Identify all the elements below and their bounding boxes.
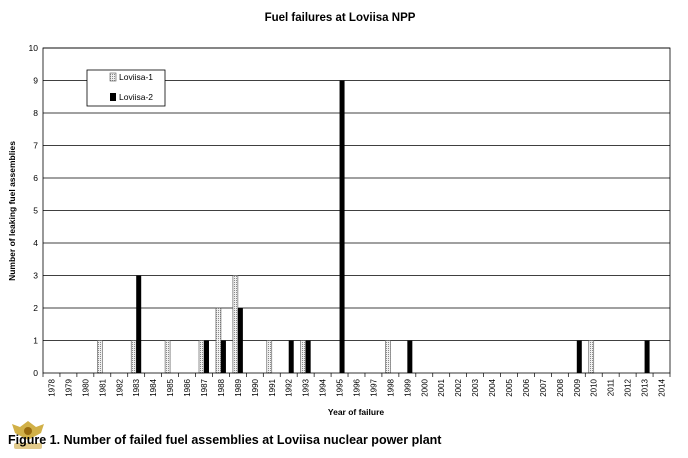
bar-loviisa-2-1987: [203, 340, 209, 373]
bar-loviisa-2-1999: [407, 340, 413, 373]
chart: Fuel failures at Loviisa NPP 0 1 2 3 4 5 6 7 8 9 1…: [7, 12, 671, 417]
x-tick-label: 1994: [319, 378, 328, 396]
x-tick-label: 2000: [420, 378, 429, 396]
legend-swatch-loviisa-1: [109, 72, 117, 82]
x-tick-label: 1986: [183, 378, 192, 396]
y-tick-labels: 0 1 2 3 4 5 6 7 8 9 10: [29, 43, 39, 378]
x-tick-label: 2007: [539, 378, 548, 396]
legend-label-loviisa-2: Loviisa-2: [119, 92, 153, 102]
x-tick-label: 2005: [505, 378, 514, 396]
legend-swatch-loviisa-2: [110, 93, 116, 101]
x-tick-label: 1988: [217, 378, 226, 396]
bar-loviisa-1-1989: [232, 275, 239, 374]
bar-loviisa-2-1988: [220, 340, 226, 373]
x-axis-label: Year of failure: [328, 407, 384, 417]
x-tick-label: 2013: [641, 378, 650, 396]
bar-loviisa-1-1993: [300, 340, 306, 374]
x-tick-label: 1982: [115, 378, 124, 396]
bar-loviisa-1-2010: [588, 340, 595, 374]
y-axis-label: Number of leaking fuel assemblies: [7, 141, 17, 281]
bar-loviisa-1-1981: [97, 340, 103, 374]
x-tick-label: 1996: [353, 378, 362, 396]
bar-loviisa-1-1991: [266, 340, 273, 374]
y-tick-label: 8: [33, 108, 38, 118]
x-tick-label: 2006: [522, 378, 531, 396]
x-tick-label: 2010: [590, 378, 599, 396]
y-tick-label: 1: [33, 336, 38, 346]
x-tick-label: 2003: [471, 378, 480, 396]
bar-loviisa-2-1995: [339, 80, 345, 373]
seal-logo-icon: [12, 421, 44, 449]
x-tick-label: 1990: [251, 378, 260, 396]
y-tick-label: 6: [33, 173, 38, 183]
x-tick-label: 1992: [285, 378, 294, 396]
bar-loviisa-2-1993: [305, 340, 311, 373]
x-tick-label: 1993: [302, 378, 311, 396]
x-tick-label: 1980: [81, 378, 90, 396]
x-tick-label: 2004: [488, 378, 497, 396]
bar-loviisa-1-1987: [198, 340, 205, 374]
x-tick-label: 2011: [607, 378, 616, 396]
x-tick-label: 2001: [437, 378, 446, 396]
x-tick-label: 1983: [132, 378, 141, 396]
x-tick-label: 1981: [98, 378, 107, 396]
x-tick-label: 2012: [624, 378, 633, 396]
legend-label-loviisa-1: Loviisa-1: [119, 72, 153, 82]
x-tick-label: 2009: [573, 378, 582, 396]
x-tick-label: 1989: [234, 378, 243, 396]
bar-loviisa-2-1992: [288, 340, 294, 373]
bar-loviisa-1-1988: [215, 307, 222, 374]
y-tick-label: 7: [33, 141, 38, 151]
y-tick-label: 9: [33, 76, 38, 86]
x-tick-label: 2008: [556, 378, 565, 396]
x-tick-label: 1978: [47, 378, 56, 396]
y-tick-label: 5: [33, 206, 38, 216]
bar-loviisa-2-2013: [644, 340, 650, 373]
y-tick-label: 0: [33, 368, 38, 378]
chart-title: Fuel failures at Loviisa NPP: [265, 12, 416, 24]
bar-loviisa-1-1985: [164, 340, 171, 374]
bar-loviisa-1-1983: [130, 340, 137, 374]
figure-caption: Figure 1. Number of failed fuel assembli…: [8, 433, 442, 447]
x-tick-label: 1979: [64, 378, 73, 396]
x-tick-labels: 1978 1979 1980 1981 1982 1983 1984 1985 1986 1987…: [47, 378, 666, 396]
x-tick-label: 1991: [268, 378, 277, 396]
x-tick-label: 1998: [386, 378, 395, 396]
bar-loviisa-2-1983: [136, 275, 142, 373]
plot-frame: [42, 47, 671, 374]
bar-loviisa-1-1998: [385, 340, 391, 374]
x-tick-label: 1999: [403, 378, 412, 396]
x-tick-label: 1997: [369, 378, 378, 396]
y-tick-label: 3: [33, 271, 38, 281]
legend: Loviisa-1 Loviisa-2: [86, 69, 166, 107]
x-tick-label: 2014: [658, 378, 667, 396]
x-tick-label: 1995: [336, 378, 345, 396]
bar-loviisa-2-1989: [237, 308, 243, 373]
bars: [97, 80, 650, 374]
x-tick-label: 1984: [149, 378, 158, 396]
legend-box: [86, 69, 166, 107]
x-tick-label: 1987: [200, 378, 209, 396]
x-tick-label: 2002: [454, 378, 463, 396]
axes: [42, 47, 671, 377]
y-tick-label: 4: [33, 238, 38, 248]
x-tick-label: 1985: [166, 378, 175, 396]
y-tick-label: 2: [33, 303, 38, 313]
bar-loviisa-2-2009: [576, 340, 582, 373]
y-tick-label: 10: [29, 43, 39, 53]
